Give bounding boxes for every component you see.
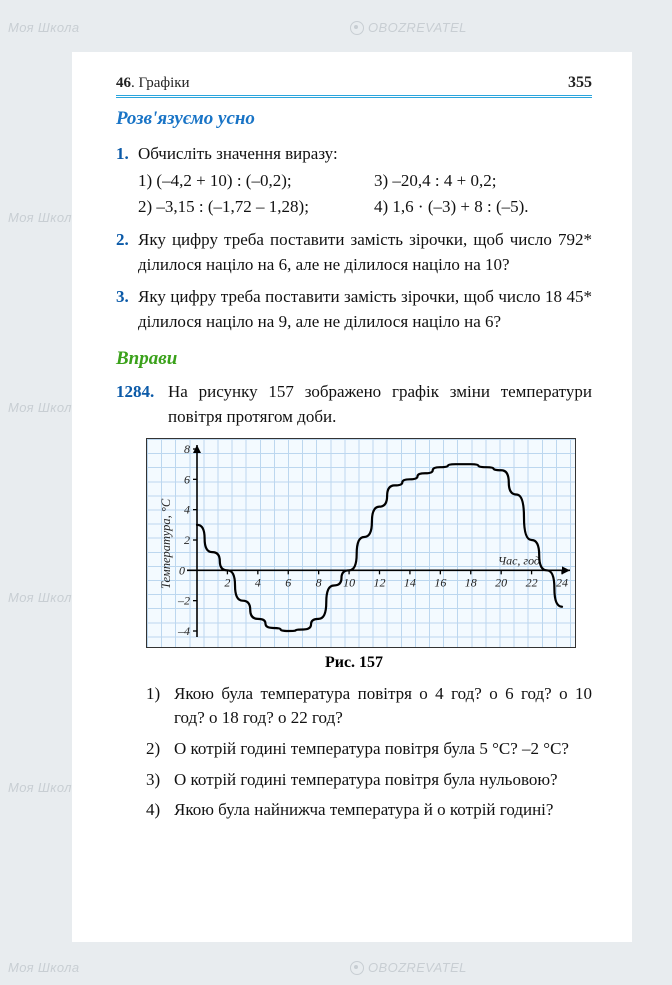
problem-text: Обчисліть значення виразу: (138, 142, 592, 167)
watermark-left: Моя Школа (8, 960, 80, 975)
problem-number: 3. (116, 285, 138, 334)
question-text: О котрій годині температура повітря була… (174, 737, 569, 762)
svg-text:4: 4 (255, 575, 261, 589)
svg-text:22: 22 (526, 575, 538, 589)
svg-text:Час, год: Час, год (498, 553, 540, 567)
question-1: 1) Якою була температура повітря о 4 год… (146, 682, 592, 731)
problem-2: 2. Яку цифру треба поставити замість зір… (116, 228, 592, 277)
problem-number: 2. (116, 228, 138, 277)
question-number: 1) (146, 682, 174, 731)
svg-text:16: 16 (434, 575, 446, 589)
watermark-left: Моя Школа (8, 400, 80, 415)
svg-text:8: 8 (184, 442, 190, 456)
svg-text:8: 8 (316, 575, 322, 589)
question-number: 3) (146, 768, 174, 793)
svg-text:14: 14 (404, 575, 416, 589)
section-number: 46 (116, 75, 131, 91)
svg-text:12: 12 (374, 575, 386, 589)
watermark-left: Моя Школа (8, 780, 80, 795)
header-rule (116, 95, 592, 98)
svg-text:4: 4 (184, 502, 190, 516)
exercise-1284: 1284. На рисунку 157 зображено графік зм… (116, 380, 592, 429)
problem-text: Яку цифру треба поставити замість зірочк… (138, 285, 592, 334)
question-4: 4) Якою була найнижча температура й о ко… (146, 798, 592, 823)
problem-text: Яку цифру треба поставити замість зірочк… (138, 228, 592, 277)
watermark-right: OBOZREVATEL (350, 960, 467, 975)
svg-text:–4: –4 (177, 624, 190, 638)
y-axis-label: Температура, °С (159, 499, 174, 589)
problem-1: 1. Обчисліть значення виразу: 1) (–4,2 +… (116, 142, 592, 220)
problem-body: Обчисліть значення виразу: 1) (–4,2 + 10… (138, 142, 592, 220)
sub-part: 1) (–4,2 + 10) : (–0,2); (138, 169, 356, 194)
svg-text:6: 6 (285, 575, 291, 589)
problem-3: 3. Яку цифру треба поставити замість зір… (116, 285, 592, 334)
watermark-right: OBOZREVATEL (350, 20, 467, 35)
question-3: 3) О котрій годині температура повітря б… (146, 768, 592, 793)
watermark-left: Моя Школа (8, 20, 80, 35)
svg-text:2: 2 (184, 533, 190, 547)
temperature-chart: –4–20246824681012141618202224Час, год Те… (146, 438, 576, 648)
question-list: 1) Якою була температура повітря о 4 год… (146, 682, 592, 823)
sub-part: 2) –3,15 : (–1,72 – 1,28); (138, 195, 356, 220)
heading-oral: Розв'язуємо усно (116, 108, 592, 130)
svg-text:–2: –2 (177, 593, 190, 607)
exercise-text: На рисунку 157 зображено графік зміни те… (168, 380, 592, 429)
question-text: Якою була найнижча температура й о котрі… (174, 798, 553, 823)
section-title: 46. Графіки (116, 75, 190, 92)
svg-text:6: 6 (184, 472, 190, 486)
page-number: 355 (568, 74, 592, 92)
svg-text:18: 18 (465, 575, 477, 589)
problem-number: 1. (116, 142, 138, 220)
figure-caption: Рис. 157 (116, 654, 592, 672)
watermark-left: Моя Школа (8, 210, 80, 225)
textbook-page: 46. Графіки 355 Розв'язуємо усно 1. Обчи… (72, 52, 632, 942)
svg-text:2: 2 (224, 575, 230, 589)
watermark-left: Моя Школа (8, 590, 80, 605)
problem-parts: 1) (–4,2 + 10) : (–0,2); 3) –20,4 : 4 + … (138, 169, 592, 220)
question-text: О котрій годині температура повітря була… (174, 768, 558, 793)
sub-part: 3) –20,4 : 4 + 0,2; (374, 169, 592, 194)
svg-text:10: 10 (343, 575, 355, 589)
page-header: 46. Графіки 355 (116, 74, 592, 92)
exercise-number: 1284. (116, 380, 168, 429)
chart-svg: –4–20246824681012141618202224Час, год (147, 439, 577, 649)
svg-text:20: 20 (495, 575, 507, 589)
sub-part: 4) 1,6 · (–3) + 8 : (–5). (374, 195, 592, 220)
svg-text:0: 0 (179, 563, 185, 577)
question-number: 4) (146, 798, 174, 823)
heading-exercises: Вправи (116, 348, 592, 370)
question-2: 2) О котрій годині температура повітря б… (146, 737, 592, 762)
section-name: . Графіки (131, 75, 190, 91)
question-text: Якою була температура повітря о 4 год? о… (174, 682, 592, 731)
svg-text:24: 24 (556, 575, 568, 589)
question-number: 2) (146, 737, 174, 762)
